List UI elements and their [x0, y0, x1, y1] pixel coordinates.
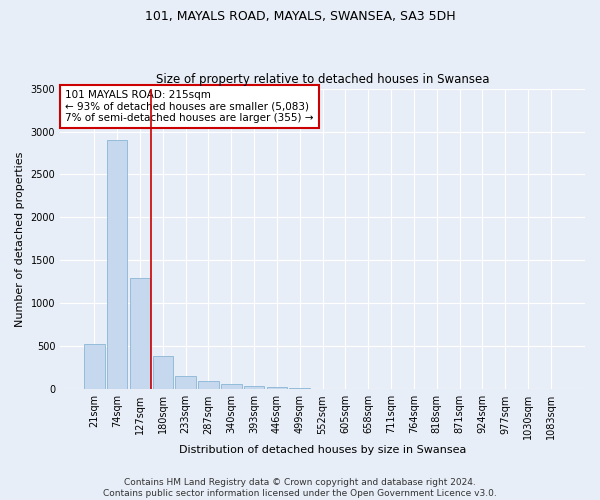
- X-axis label: Distribution of detached houses by size in Swansea: Distribution of detached houses by size …: [179, 445, 466, 455]
- Bar: [130, 278, 150, 390]
- Title: Size of property relative to detached houses in Swansea: Size of property relative to detached ho…: [156, 73, 490, 86]
- Text: 101, MAYALS ROAD, MAYALS, SWANSEA, SA3 5DH: 101, MAYALS ROAD, MAYALS, SWANSEA, SA3 5…: [145, 10, 455, 23]
- Bar: [266, 387, 287, 390]
- Bar: [175, 376, 196, 390]
- Bar: [107, 140, 127, 390]
- Bar: [198, 381, 219, 390]
- Bar: [84, 344, 104, 390]
- Bar: [221, 384, 242, 390]
- Bar: [244, 386, 265, 390]
- Text: 101 MAYALS ROAD: 215sqm
← 93% of detached houses are smaller (5,083)
7% of semi-: 101 MAYALS ROAD: 215sqm ← 93% of detache…: [65, 90, 314, 124]
- Y-axis label: Number of detached properties: Number of detached properties: [15, 152, 25, 326]
- Bar: [289, 388, 310, 390]
- Bar: [152, 356, 173, 390]
- Text: Contains HM Land Registry data © Crown copyright and database right 2024.
Contai: Contains HM Land Registry data © Crown c…: [103, 478, 497, 498]
